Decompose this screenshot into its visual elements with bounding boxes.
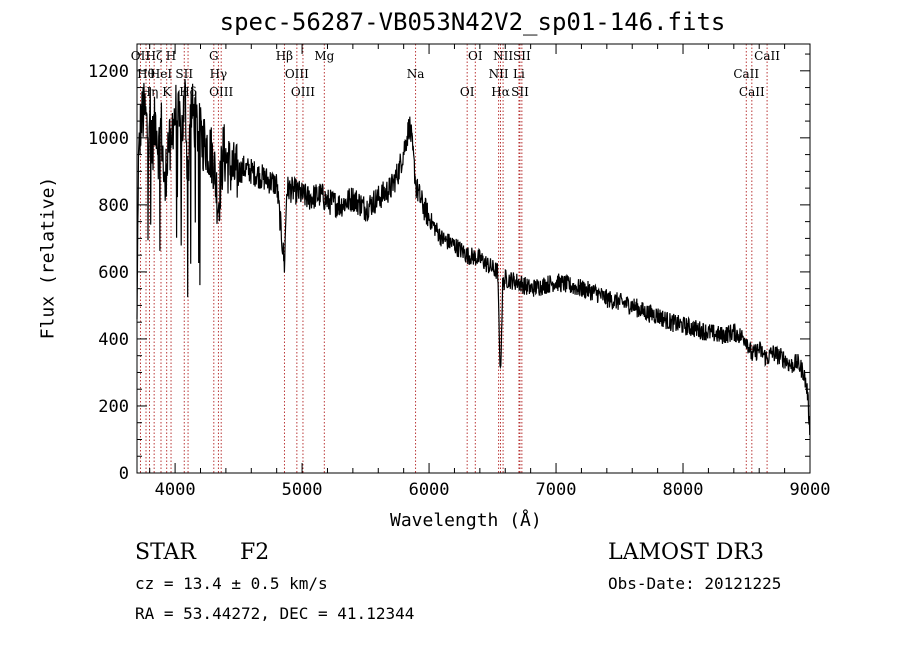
line-label-oiii: OIII	[291, 85, 315, 99]
redshift-value: cz = 13.4 ± 0.5 km/s	[135, 574, 328, 593]
subclass: F2	[240, 540, 270, 565]
y-tick-label: 0	[119, 464, 129, 484]
survey-name: LAMOST DR3	[608, 540, 764, 565]
line-label-hδ: Hδ	[179, 85, 197, 99]
line-label-oiii: OIII	[209, 85, 233, 99]
line-label-sii: SII	[513, 49, 531, 63]
y-tick-label: 600	[98, 263, 129, 283]
line-label-hβ: Hβ	[276, 49, 293, 63]
line-label-oii: OII	[131, 49, 151, 63]
x-tick-label: 9000	[790, 480, 831, 500]
spectral-line-labels: OII Hθ Hη Hζ HeI K H SII Hδ G Hγ OIII Hβ OIII OIII Mg Na…	[131, 49, 780, 99]
line-label-k: K	[162, 85, 172, 99]
y-tick-label: 200	[98, 397, 129, 417]
obs-date: Obs-Date: 20121225	[608, 574, 782, 593]
line-label-mg: Mg	[314, 49, 334, 63]
line-label-hθ: Hθ	[137, 67, 155, 81]
line-label-oiii: OIII	[285, 67, 309, 81]
line-label-h: H	[166, 49, 176, 63]
line-label-hη: Hη	[141, 85, 159, 99]
line-label-g: G	[209, 49, 219, 63]
line-label-sii: SII	[511, 85, 529, 99]
y-axis: 0 200 400 600 800 1000 1200	[88, 53, 810, 484]
line-label-oi: OI	[460, 85, 475, 99]
coordinates: RA = 53.44272, DEC = 41.12344	[135, 604, 415, 623]
line-label-nii: NII	[493, 49, 513, 63]
spectrum-line	[136, 79, 811, 436]
line-label-hζ: Hζ	[146, 49, 163, 63]
x-tick-label: 8000	[663, 480, 704, 500]
x-tick-label: 6000	[409, 480, 450, 500]
y-tick-label: 1200	[88, 62, 129, 82]
spectral-line-markers	[139, 44, 768, 473]
x-tick-label: 5000	[282, 480, 323, 500]
line-label-hei: HeI	[150, 67, 173, 81]
chart-title: spec-56287-VB053N42V2_sp01-146.fits	[219, 8, 726, 36]
y-tick-label: 1000	[88, 129, 129, 149]
y-axis-label: Flux (relative)	[37, 176, 59, 340]
line-label-caii: CaII	[739, 85, 765, 99]
line-label-na: Na	[407, 67, 425, 81]
plot-frame	[136, 43, 811, 474]
line-label-li: Li	[513, 67, 525, 81]
y-tick-label: 800	[98, 196, 129, 216]
line-label-hα: Hα	[491, 85, 510, 99]
x-tick-label: 4000	[155, 480, 196, 500]
line-label-hγ: Hγ	[210, 67, 228, 81]
x-axis-label: Wavelength (Å)	[390, 510, 542, 531]
x-axis: 4000 5000 6000 7000 8000 9000	[149, 44, 831, 500]
object-class: STAR	[135, 540, 196, 565]
x-tick-label: 7000	[536, 480, 577, 500]
line-label-caii: CaII	[733, 67, 759, 81]
line-label-nii: NII	[489, 67, 509, 81]
line-label-sii: SII	[175, 67, 193, 81]
y-tick-label: 400	[98, 330, 129, 350]
line-label-oi: OI	[468, 49, 483, 63]
line-label-caii: CaII	[754, 49, 780, 63]
